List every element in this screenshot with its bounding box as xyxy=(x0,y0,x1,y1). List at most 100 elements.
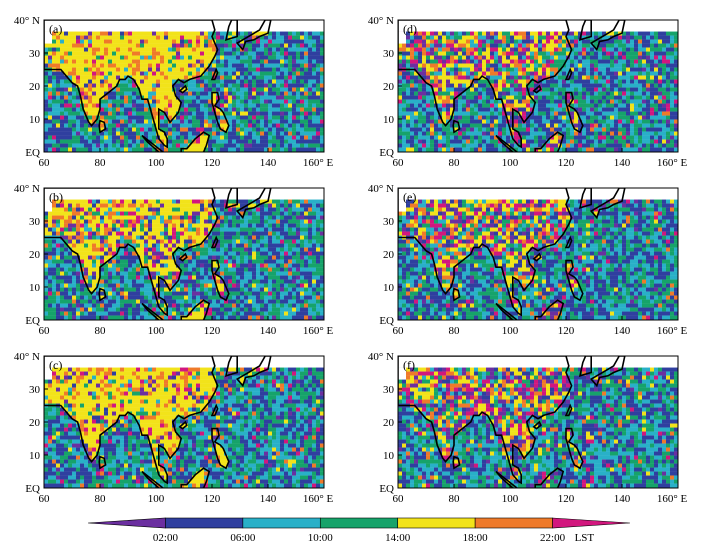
x-tick-label: 160° E xyxy=(657,493,688,505)
x-tick-label: 100 xyxy=(502,493,519,505)
y-tick-label: EQ xyxy=(25,483,40,495)
phase-grid xyxy=(398,368,678,492)
panel-label: (e) xyxy=(403,190,416,204)
x-tick-label: 140 xyxy=(260,325,277,337)
x-tick-label: 140 xyxy=(260,493,277,505)
y-tick-label: EQ xyxy=(379,315,394,327)
y-tick-label: 20 xyxy=(383,417,395,429)
phase-grid xyxy=(44,32,324,156)
y-tick-label: EQ xyxy=(25,315,40,327)
y-tick-label: 40° N xyxy=(368,15,394,27)
map-panel-1: (a) 60 80 100 120 140 160° E 40° N 30 20 10 EQ xyxy=(14,15,334,169)
y-tick-label: EQ xyxy=(25,147,40,159)
colorbar-swatch xyxy=(88,518,165,528)
x-tick-label: 80 xyxy=(95,157,107,169)
y-tick-label: 20 xyxy=(29,249,41,261)
y-tick-label: 30 xyxy=(29,384,41,396)
x-tick-label: 60 xyxy=(39,325,51,337)
x-tick-label: 140 xyxy=(614,493,631,505)
colorbar-unit: LST xyxy=(575,532,595,544)
panel-label: (c) xyxy=(49,358,62,372)
x-tick-label: 120 xyxy=(204,157,221,169)
y-tick-label: 30 xyxy=(29,216,41,228)
x-tick-label: 160° E xyxy=(303,493,334,505)
panel-label: (d) xyxy=(403,22,417,36)
y-tick-label: 30 xyxy=(29,48,41,60)
x-tick-label: 120 xyxy=(204,493,221,505)
x-tick-label: 80 xyxy=(95,325,107,337)
panel-label: (b) xyxy=(49,190,63,204)
x-tick-label: 100 xyxy=(502,157,519,169)
x-tick-label: 160° E xyxy=(657,157,688,169)
phase-grid xyxy=(44,368,324,492)
y-tick-label: 10 xyxy=(29,114,41,126)
x-tick-label: 120 xyxy=(558,157,575,169)
x-tick-label: 120 xyxy=(558,325,575,337)
x-tick-label: 100 xyxy=(148,493,165,505)
colorbar-label: 14:00 xyxy=(385,532,411,544)
y-tick-label: 20 xyxy=(383,249,395,261)
phase-grid xyxy=(398,32,678,156)
y-tick-label: 30 xyxy=(383,384,395,396)
x-tick-label: 60 xyxy=(39,157,51,169)
colorbar-label: 10:00 xyxy=(308,532,334,544)
y-tick-label: EQ xyxy=(379,147,394,159)
x-tick-label: 80 xyxy=(449,493,461,505)
colorbar-swatch xyxy=(243,518,320,528)
colorbar-swatch xyxy=(475,518,552,528)
x-tick-label: 80 xyxy=(449,325,461,337)
map-panel-6: (f) 60 80 100 120 140 160° E 40° N 30 20 10 EQ xyxy=(368,351,688,505)
x-tick-label: 140 xyxy=(614,325,631,337)
x-tick-label: 120 xyxy=(204,325,221,337)
colorbar: 02:00 06:00 10:00 14:00 18:00 22:00 LST xyxy=(88,518,630,544)
x-tick-label: 160° E xyxy=(657,325,688,337)
colorbar-swatch xyxy=(553,518,630,528)
x-tick-label: 100 xyxy=(502,325,519,337)
x-tick-label: 160° E xyxy=(303,157,334,169)
y-tick-label: 10 xyxy=(383,282,395,294)
y-tick-label: 20 xyxy=(29,417,41,429)
colorbar-swatch xyxy=(320,518,397,528)
x-tick-label: 140 xyxy=(614,157,631,169)
phase-grid xyxy=(398,200,678,324)
colorbar-label: 06:00 xyxy=(230,532,256,544)
x-tick-label: 80 xyxy=(449,157,461,169)
colorbar-label: 02:00 xyxy=(153,532,179,544)
y-tick-label: 10 xyxy=(29,450,41,462)
y-tick-label: 20 xyxy=(383,81,395,93)
colorbar-label: 18:00 xyxy=(463,532,489,544)
y-tick-label: 40° N xyxy=(368,183,394,195)
x-tick-label: 60 xyxy=(393,157,405,169)
colorbar-label: 22:00 xyxy=(540,532,566,544)
y-tick-label: 20 xyxy=(29,81,41,93)
x-tick-label: 120 xyxy=(558,493,575,505)
x-tick-label: 160° E xyxy=(303,325,334,337)
panel-label: (f) xyxy=(403,358,415,372)
panel-label: (a) xyxy=(49,22,62,36)
x-tick-label: 60 xyxy=(393,493,405,505)
x-tick-label: 80 xyxy=(95,493,107,505)
y-tick-label: 40° N xyxy=(14,183,40,195)
y-tick-label: 40° N xyxy=(368,351,394,363)
phase-grid xyxy=(44,200,324,324)
map-panel-4: (d) 60 80 100 120 140 160° E 40° N 30 20 10 EQ xyxy=(368,15,688,169)
colorbar-swatch xyxy=(398,518,475,528)
x-tick-label: 60 xyxy=(39,493,51,505)
x-tick-label: 100 xyxy=(148,325,165,337)
y-tick-label: 10 xyxy=(383,450,395,462)
y-tick-label: 40° N xyxy=(14,15,40,27)
y-tick-label: 40° N xyxy=(14,351,40,363)
y-tick-label: 10 xyxy=(29,282,41,294)
y-tick-label: EQ xyxy=(379,483,394,495)
map-panel-3: (c) 60 80 100 120 140 160° E 40° N 30 20 10 EQ xyxy=(14,351,334,505)
x-tick-label: 60 xyxy=(393,325,405,337)
x-tick-label: 140 xyxy=(260,157,277,169)
colorbar-swatch xyxy=(165,518,242,528)
x-tick-label: 100 xyxy=(148,157,165,169)
y-tick-label: 10 xyxy=(383,114,395,126)
map-panel-2: (b) 60 80 100 120 140 160° E 40° N 30 20 10 EQ xyxy=(14,183,334,337)
y-tick-label: 30 xyxy=(383,48,395,60)
